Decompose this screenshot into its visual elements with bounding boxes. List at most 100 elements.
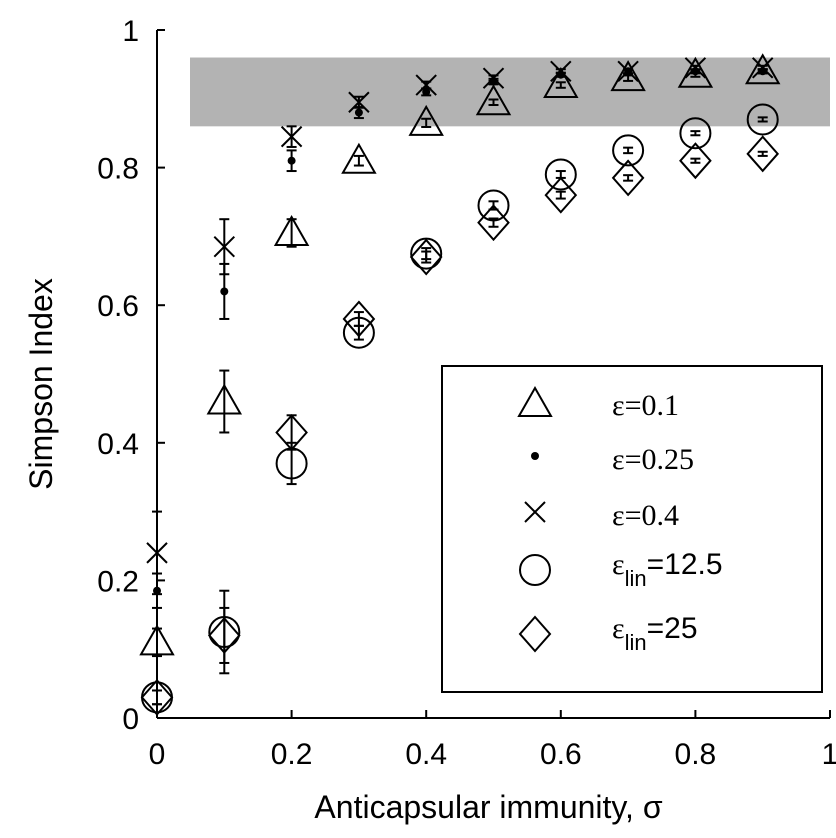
- legend-label-tail: =12.5: [647, 548, 723, 581]
- error-bar: [152, 627, 162, 658]
- legend-label-tail: =25: [647, 612, 698, 645]
- cross-marker-shape: [348, 91, 370, 113]
- legend-box: [441, 365, 823, 693]
- shaded-target-band: [190, 57, 830, 127]
- diamond-marker-shape: [611, 159, 645, 197]
- dot-marker-shape: [220, 287, 229, 296]
- x-tick-label: 0.2: [271, 738, 313, 771]
- dot-marker-shape: [531, 452, 539, 460]
- data-point-triangle: [610, 60, 646, 92]
- data-point-triangle: [341, 142, 377, 174]
- legend-item: εlin=25: [518, 612, 698, 655]
- triangle-marker-shape: [475, 84, 512, 116]
- legend-item: ε=0.4: [524, 499, 679, 532]
- series-cross: [146, 57, 774, 596]
- legend-label-main: ε=0.25: [612, 443, 694, 476]
- triangle-marker-shape: [610, 60, 646, 92]
- triangle-marker-shape: [408, 104, 444, 136]
- legend-label: ε=0.25: [612, 443, 694, 476]
- x-axis-title: Anticapsular immunity, σ: [314, 789, 662, 825]
- triangle-marker-shape: [677, 56, 714, 88]
- cross-marker-shape: [550, 60, 572, 82]
- error-bar: [623, 174, 634, 182]
- circle-marker-shape: [679, 117, 712, 150]
- error-bar: [555, 190, 566, 200]
- error-bar: [488, 98, 499, 106]
- data-point-diamond: [275, 413, 308, 451]
- data-point-dot: [354, 108, 363, 117]
- legend-label-main: ε=0.1: [612, 389, 679, 422]
- x-tick-label: 0.6: [540, 738, 582, 771]
- legend-label: εlin=25: [612, 612, 698, 655]
- error-bar: [690, 157, 701, 164]
- legend-label-main: ε=0.4: [612, 499, 679, 532]
- cross-marker-shape: [482, 67, 505, 89]
- data-point-circle: [612, 134, 645, 167]
- data-point-circle: [746, 103, 779, 136]
- axes: 0 0.2 0.4 0.6 0.8 1 0 0.2 0.4 0.6 0.8 1 Anticapsular…: [23, 15, 836, 825]
- shaded-band-layer: [190, 57, 830, 127]
- triangle-marker-shape: [517, 385, 553, 417]
- diamond-marker-shape: [518, 615, 552, 653]
- data-point-cross: [617, 60, 639, 82]
- legend-marker-dot: [531, 452, 539, 460]
- triangle-marker-shape: [543, 67, 579, 99]
- circle-marker-shape: [544, 158, 577, 191]
- dot-marker-shape: [287, 156, 296, 165]
- data-point-cross: [348, 91, 370, 113]
- data-point-cross: [482, 67, 505, 89]
- data-point-diamond: [679, 142, 712, 180]
- dot-marker-shape: [354, 108, 363, 117]
- diamond-marker-shape: [544, 176, 578, 214]
- cross-marker-shape: [146, 542, 168, 564]
- y-tick-label: 0.4: [97, 428, 139, 461]
- data-point-triangle: [139, 624, 175, 656]
- legend-label-main: ε: [612, 548, 625, 581]
- error-bar: [555, 81, 566, 89]
- cross-marker-shape: [524, 501, 546, 523]
- data-point-circle: [679, 117, 712, 150]
- triangle-marker-shape: [744, 53, 781, 85]
- error-bar: [219, 606, 230, 664]
- cross-marker-shape: [751, 57, 774, 79]
- error-bar: [286, 218, 297, 248]
- legend-label-main: ε: [612, 612, 625, 645]
- error-bar: [488, 217, 499, 228]
- diamond-marker-shape: [342, 300, 376, 338]
- y-tick-label: 1: [122, 15, 139, 48]
- y-tick-label: 0.8: [97, 153, 139, 186]
- y-axis-title: Simpson Index: [23, 278, 59, 490]
- diamond-marker-shape: [275, 413, 308, 451]
- y-tick-label: 0.2: [97, 565, 139, 598]
- data-point-cross: [280, 125, 303, 148]
- data-point-triangle: [543, 67, 579, 99]
- cross-marker-shape: [617, 60, 639, 82]
- data-point-cross: [751, 57, 774, 79]
- data-point-triangle: [744, 53, 781, 85]
- legend-marker-circle: [519, 554, 551, 586]
- data-point-dot: [422, 87, 431, 96]
- data-point-triangle: [273, 214, 310, 246]
- series-diamond: [140, 135, 780, 716]
- triangle-marker-shape: [139, 624, 175, 656]
- circle-marker-shape: [519, 554, 551, 586]
- x-tick-label: 0.8: [675, 738, 717, 771]
- error-bar: [757, 150, 768, 157]
- legend-item: ε=0.25: [531, 443, 694, 476]
- legend-marker-diamond: [518, 615, 552, 653]
- dot-marker-shape: [422, 87, 431, 96]
- legend-label: ε=0.1: [612, 389, 679, 422]
- x-tick-label: 0: [149, 738, 166, 771]
- diamond-marker-shape: [207, 616, 241, 654]
- error-bar: [219, 369, 230, 434]
- data-point-cross: [146, 542, 168, 564]
- y-tick-label: 0.6: [97, 290, 139, 323]
- cross-marker-shape: [684, 57, 707, 79]
- data-point-dot: [220, 287, 229, 296]
- legend-label-subscript: lin: [625, 630, 647, 655]
- triangle-marker-shape: [341, 142, 377, 174]
- cross-marker-shape: [213, 236, 236, 258]
- error-bar: [353, 154, 364, 167]
- error-bar: [623, 146, 634, 155]
